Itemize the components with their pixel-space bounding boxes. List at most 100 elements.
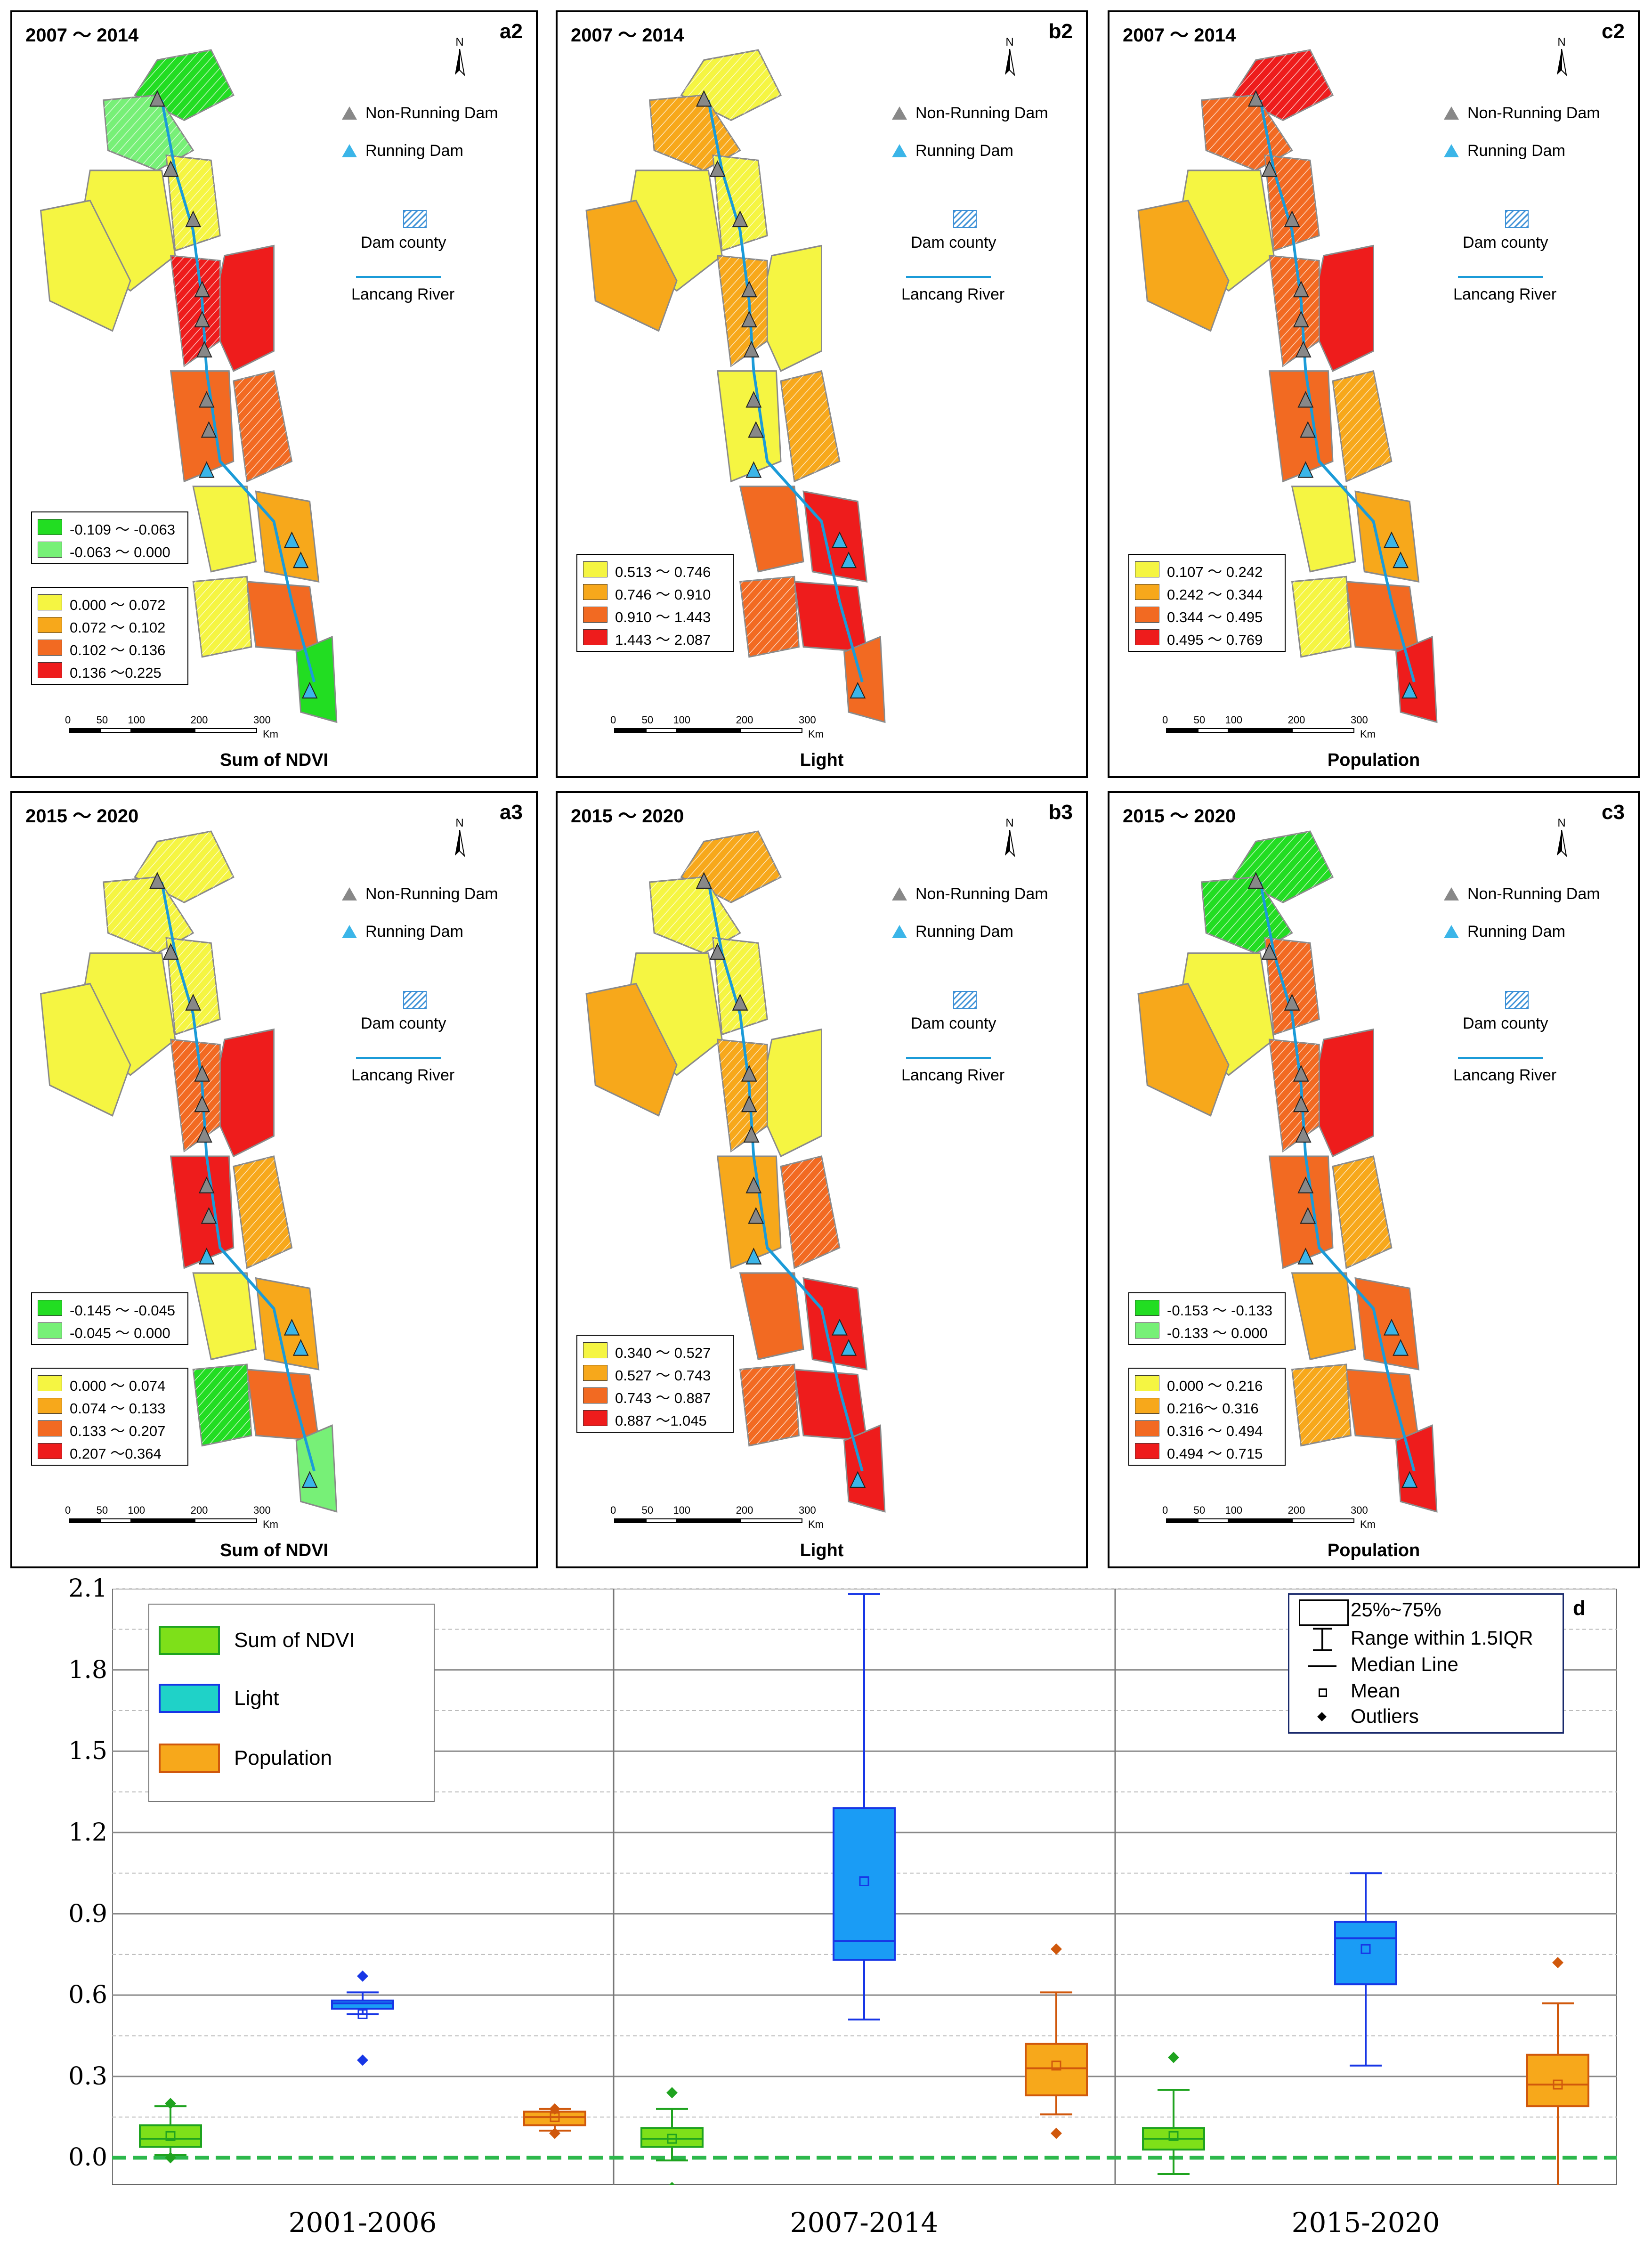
- outlier-marker: [549, 2103, 560, 2115]
- positive-class-legend: 0.107 ～ 0.242 0.242 ～ 0.344 0.344 ～ 0.495 0…: [1128, 554, 1286, 652]
- scale-segment: [1229, 728, 1292, 733]
- panel-variable-name: Sum of NDVI: [219, 1541, 329, 1560]
- non-running-dam-marker: [149, 90, 165, 107]
- legend-non-running-dam: Non-Running Dam: [915, 104, 1048, 122]
- running-dam-marker: [831, 531, 848, 548]
- non-running-dam-marker: [741, 1095, 757, 1112]
- non-running-dam-marker: [743, 1126, 760, 1143]
- county-region: [1291, 1272, 1356, 1361]
- dam-county-hatch: [713, 155, 768, 251]
- non-running-dam-marker: [1295, 341, 1312, 358]
- scale-segment: [1291, 1518, 1354, 1523]
- north-arrow-icon: N: [450, 817, 469, 859]
- class-swatch: [38, 1443, 62, 1459]
- county-map: [40, 830, 338, 1513]
- non-running-dam-marker: [185, 994, 201, 1011]
- north-arrow-icon: N: [1552, 817, 1571, 859]
- y-tick-label: 0.3: [68, 2062, 107, 2091]
- scale-segment: [739, 728, 802, 733]
- outlier-marker: [1168, 2052, 1179, 2063]
- county-map: [1137, 49, 1438, 723]
- scale-segment: [1291, 728, 1354, 733]
- class-label: -0.133 ～ 0.000: [1167, 1325, 1268, 1341]
- county-map: [585, 49, 886, 723]
- class-row: 0.887 ～1.045: [577, 1406, 733, 1429]
- legend-swatch-ndvi: [159, 1626, 220, 1655]
- non-running-dam-marker: [741, 280, 757, 298]
- negative-class-legend: -0.145 ～ -0.045 -0.045 ～ 0.000: [31, 1292, 188, 1345]
- outlier-marker: [165, 2152, 176, 2164]
- class-swatch: [1135, 607, 1159, 623]
- class-row: 0.000 ～ 0.072: [32, 591, 187, 613]
- panel-period: 2015 ～ 2020: [25, 806, 139, 827]
- non-running-dam-marker: [745, 1176, 762, 1193]
- map-panel-a2: 2007 ～ 2014 a2 N Non-Running Dam Running Dam…: [10, 10, 538, 778]
- class-row: 0.102 ～ 0.136: [32, 636, 187, 658]
- scale-bar: 0 50 100 200 300 Km: [65, 1504, 295, 1530]
- y-tick-label: 0.9: [68, 1899, 107, 1928]
- non-running-dam-marker: [198, 391, 215, 408]
- class-swatch: [38, 1322, 62, 1338]
- non-running-dam-marker: [194, 1095, 211, 1112]
- class-swatch: [38, 1420, 62, 1436]
- running-dam-marker: [292, 1339, 309, 1356]
- class-label: 0.074 ～ 0.133: [70, 1400, 166, 1417]
- panel-period: 2015 ～ 2020: [1123, 806, 1236, 827]
- scale-segment: [645, 728, 677, 733]
- panel-label: a3: [500, 801, 523, 824]
- non-running-dam-marker: [732, 210, 748, 227]
- non-running-dam-marker: [1247, 872, 1264, 889]
- panel-variable-name: Sum of NDVI: [219, 750, 329, 770]
- class-swatch: [583, 1410, 607, 1426]
- lancang-river-line: [707, 100, 864, 682]
- class-row: -0.109 ～ -0.063: [32, 515, 187, 538]
- dam-county-hatch: [1333, 1156, 1392, 1268]
- class-swatch: [38, 1398, 62, 1414]
- class-swatch: [1135, 561, 1159, 577]
- county-region: [1395, 1424, 1438, 1513]
- mean-marker: [1553, 2079, 1563, 2090]
- county-region: [246, 1369, 320, 1442]
- whisker-symbol-icon: [1313, 1628, 1332, 1651]
- stat-legend-median: Median Line: [1351, 1653, 1458, 1675]
- scale-tick: 200: [190, 1504, 208, 1516]
- dam-county-legend-icon: [403, 210, 427, 228]
- non-running-dam-marker: [741, 310, 757, 328]
- positive-class-legend: 0.000 ～ 0.216 0.216～ 0.316 0.316 ～ 0.494 0.…: [1128, 1368, 1286, 1466]
- x-category-label: 2007-2014: [790, 2206, 939, 2239]
- lancang-river-line: [1259, 100, 1416, 682]
- non-running-dam-marker: [741, 1064, 757, 1082]
- dam-county-hatch: [781, 371, 840, 482]
- scale-tick: 300: [253, 1504, 271, 1516]
- county-region: [585, 982, 678, 1117]
- county-region: [1354, 490, 1420, 583]
- scale-tick: 50: [641, 1504, 654, 1516]
- legend-lancang-river: Lancang River: [901, 285, 1005, 303]
- scale-tick: 300: [1351, 1504, 1368, 1516]
- x-category-label: 2001-2006: [288, 2206, 437, 2239]
- class-label: -0.109 ～ -0.063: [70, 521, 176, 538]
- y-tick-label: 0.0: [68, 2143, 107, 2172]
- non-running-dam-marker: [201, 421, 217, 438]
- scale-bar: 0 50 100 200 300 Km: [1162, 714, 1392, 740]
- panel-label: c2: [1602, 20, 1625, 43]
- running-dam-marker: [745, 1248, 762, 1265]
- scale-bar: 0 50 100 200 300 Km: [610, 714, 840, 740]
- county-region: [1345, 581, 1420, 653]
- class-swatch: [583, 561, 607, 577]
- running-dam-marker: [1401, 1471, 1418, 1488]
- class-row: 0.494 ～ 0.715: [1129, 1439, 1285, 1462]
- county-region: [794, 1369, 868, 1442]
- class-row: 1.443 ～ 2.087: [577, 625, 733, 648]
- dam-county-hatch: [713, 938, 768, 1035]
- class-label: 0.136 ～0.225: [70, 665, 162, 681]
- negative-class-legend: -0.109 ～ -0.063 -0.063 ～ 0.000: [31, 511, 188, 564]
- running-dam-marker: [1393, 1339, 1409, 1356]
- dam-county-hatch: [193, 576, 251, 657]
- county-region: [802, 490, 868, 583]
- outlier-marker: [549, 2127, 560, 2139]
- legend-lancang-river: Lancang River: [901, 1066, 1005, 1084]
- legend-running-dam: Running Dam: [1467, 923, 1565, 941]
- y-tick-label: 1.8: [68, 1655, 107, 1684]
- legend-lancang-river: Lancang River: [351, 1066, 455, 1084]
